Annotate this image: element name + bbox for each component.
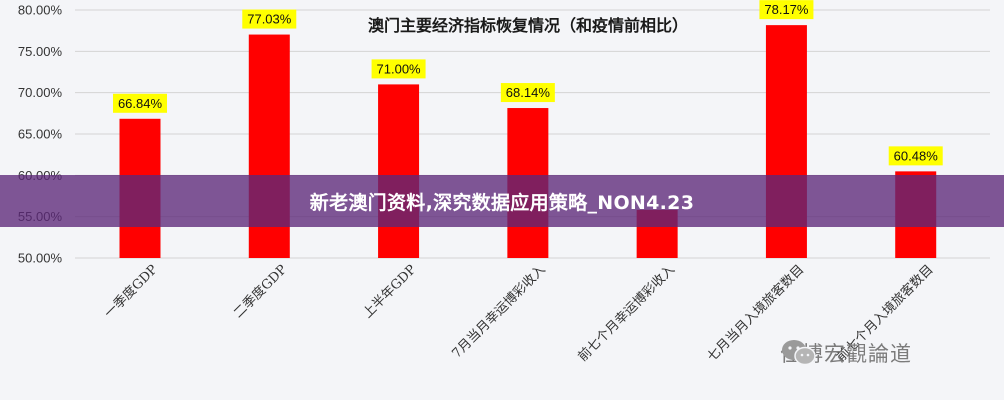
data-labels: 66.84% 77.03% 71.00% 68.14% 78.17% 60.48% xyxy=(113,0,943,166)
data-label-box xyxy=(242,9,297,29)
data-label: 68.14% xyxy=(506,85,551,100)
data-label: 77.03% xyxy=(247,12,292,27)
data-label: 60.48% xyxy=(894,148,939,163)
data-label-box xyxy=(888,146,943,166)
watermark: 佳博宏觀論道 xyxy=(780,338,912,368)
y-tick-label: 50.00% xyxy=(18,251,63,266)
data-label-box xyxy=(759,0,814,20)
data-label: 78.17% xyxy=(764,2,809,17)
data-label-box xyxy=(371,59,426,79)
bar xyxy=(378,84,420,259)
x-tick-label: 前七个月幸运博彩收入 xyxy=(575,262,678,365)
y-tick-label: 75.00% xyxy=(18,44,63,59)
x-tick-label: 一季度GDP xyxy=(101,261,161,321)
data-label-box xyxy=(113,93,167,113)
x-tick-label: 上半年GDP xyxy=(360,262,419,321)
y-tick-label: 65.00% xyxy=(18,127,63,142)
title-banner: 新老澳门资料,深究数据应用策略_NON4.23 xyxy=(0,175,1004,227)
x-tick-label: 二季度GDP xyxy=(230,261,290,321)
banner-text: 新老澳门资料,深究数据应用策略_NON4.23 xyxy=(309,191,695,214)
y-tick-label: 80.00% xyxy=(18,3,63,18)
data-label: 66.84% xyxy=(118,96,163,111)
data-label-box xyxy=(500,83,555,103)
x-tick-label: 7月当月幸运博彩收入 xyxy=(449,262,548,361)
wechat-icon xyxy=(782,340,816,366)
data-label: 71.00% xyxy=(377,61,422,76)
chart-title: 澳门主要经济指标恢复情况（和疫情前相比） xyxy=(368,16,688,35)
y-tick-label: 70.00% xyxy=(18,85,63,100)
